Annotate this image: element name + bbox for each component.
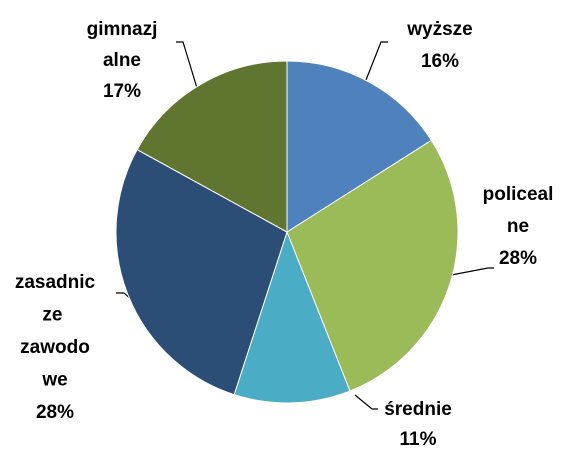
label-line: średnie — [384, 399, 452, 420]
label-line: wyższe — [406, 19, 472, 40]
slice — [286, 139, 459, 392]
category-label: gimnazj alne — [87, 19, 158, 71]
value-label: 17% — [103, 81, 141, 102]
leader-line — [354, 394, 378, 410]
slices — [115, 60, 459, 404]
slice — [286, 60, 433, 233]
slice — [115, 148, 288, 396]
leader-line — [176, 41, 198, 89]
value-label: 28% — [36, 402, 74, 423]
label-line: we — [41, 370, 67, 391]
leader-line — [365, 41, 388, 81]
label-line: zawodo — [20, 337, 90, 358]
label-line: alne — [103, 50, 141, 71]
label-line: ze — [42, 305, 67, 326]
value-label: 11% — [400, 429, 437, 450]
label-line: ne — [507, 216, 529, 237]
category-label: wyższe — [406, 19, 472, 40]
label-line: zasadnic — [15, 272, 96, 293]
slice — [233, 230, 351, 404]
leader-line — [445, 267, 494, 277]
category-label: średnie — [384, 399, 452, 420]
value-label: 16% — [421, 51, 459, 72]
leader-lines — [116, 41, 494, 410]
category-label: zasadnic ze zawodo we — [15, 272, 96, 391]
label-line: policeal — [483, 184, 554, 205]
slice — [136, 60, 288, 233]
value-label: 28% — [499, 248, 537, 269]
category-label: policeal ne — [483, 184, 554, 237]
label-line: gimnazj — [87, 19, 158, 40]
